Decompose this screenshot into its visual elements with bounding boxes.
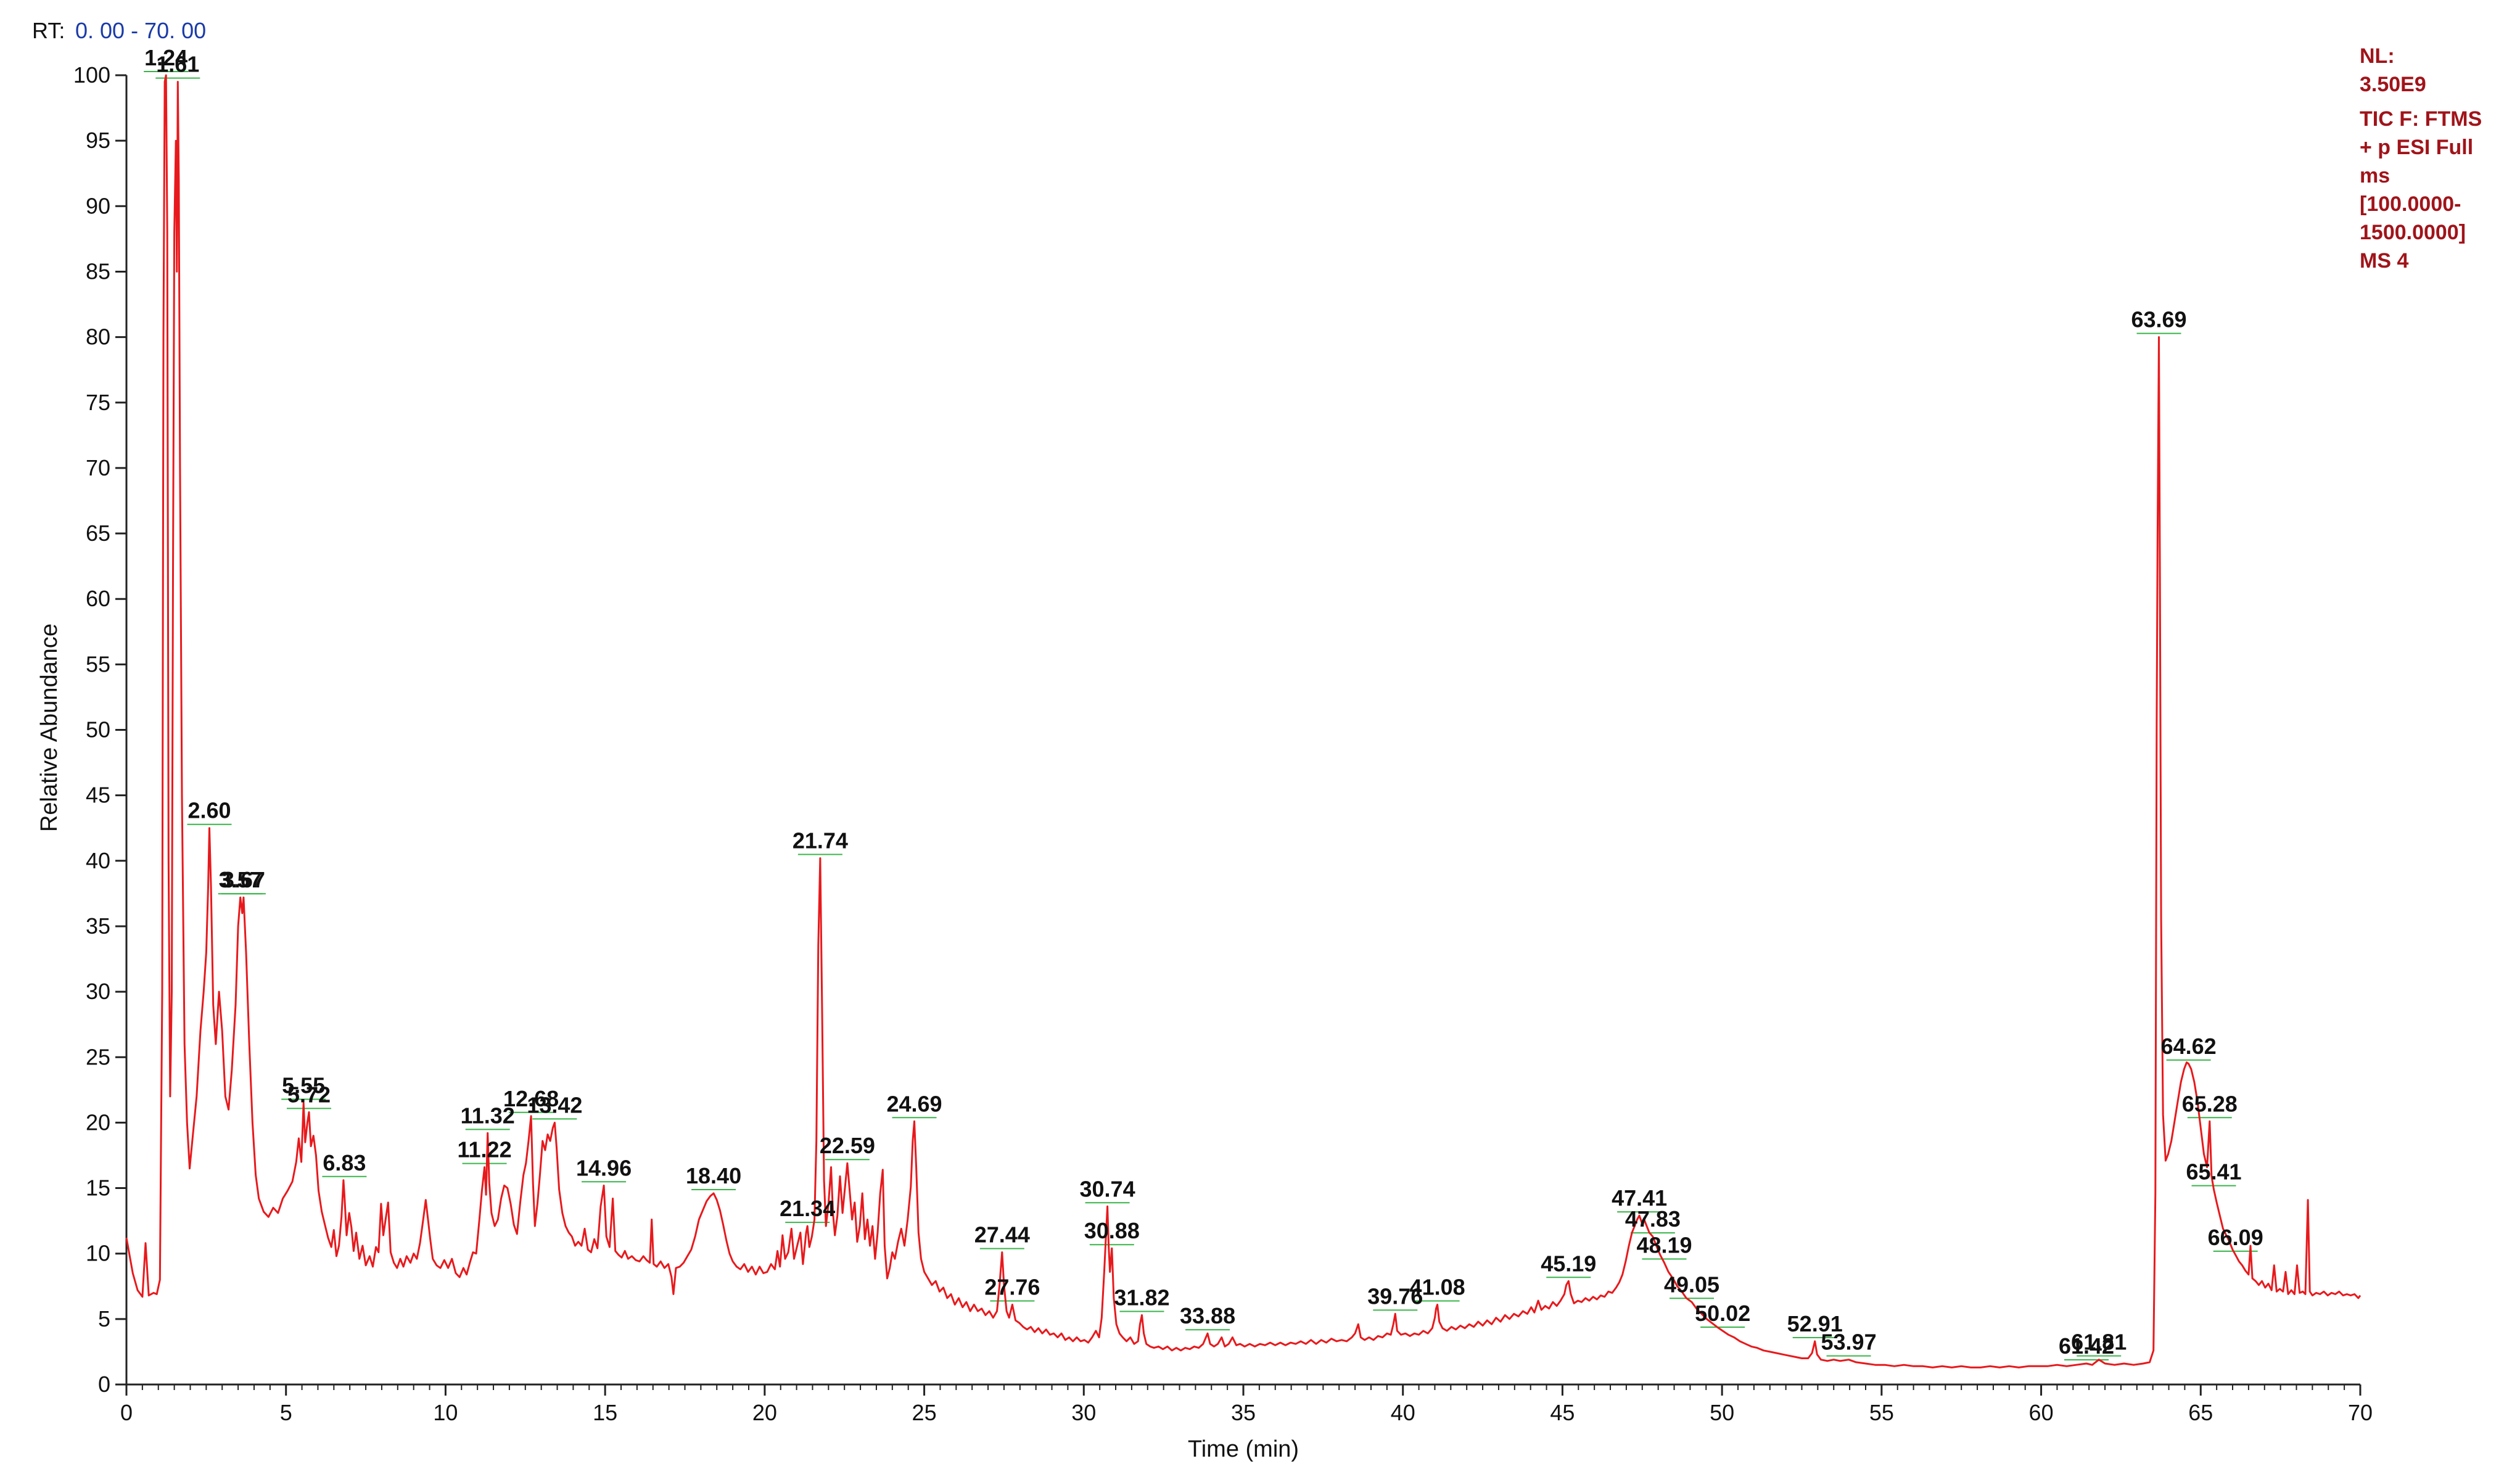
y-tick-label: 60 — [86, 586, 110, 611]
peak-label: 50.02 — [1695, 1301, 1750, 1326]
y-tick-label: 15 — [86, 1175, 110, 1201]
peak-label: 22.59 — [820, 1133, 875, 1158]
info-line: [100.0000- — [2360, 192, 2461, 216]
peak-label: 30.74 — [1080, 1176, 1135, 1201]
y-tick-label: 50 — [86, 717, 110, 743]
peak-label: 45.19 — [1541, 1251, 1596, 1276]
peak-label: 14.96 — [576, 1155, 632, 1180]
peak-label: 47.83 — [1625, 1206, 1681, 1232]
y-tick-label: 100 — [73, 62, 110, 88]
peak-label: 41.08 — [1410, 1274, 1465, 1299]
peak-label: 31.82 — [1114, 1285, 1169, 1310]
info-line: NL: — [2360, 44, 2395, 68]
peak-label: 11.22 — [458, 1137, 512, 1162]
y-tick-label: 25 — [86, 1044, 110, 1069]
info-line: 3.50E9 — [2360, 73, 2426, 96]
y-tick-label: 0 — [98, 1372, 110, 1397]
peak-labels: 1.241.61 2.60 3.573.67 5.555.72 6.83 11.32 11.… — [144, 45, 2263, 1359]
x-tick-label: 70 — [2348, 1400, 2373, 1425]
peak-label: 27.44 — [974, 1222, 1030, 1248]
rt-range-value: 0. 00 - 70. 00 — [75, 18, 206, 43]
y-tick-label: 70 — [86, 455, 110, 480]
peak-label: 12.68 — [503, 1086, 559, 1111]
y-tick-label: 80 — [86, 324, 110, 350]
info-line: TIC F: FTMS — [2360, 107, 2482, 131]
info-line: + p ESI Full — [2360, 136, 2473, 159]
peak-label: 21.34 — [780, 1196, 835, 1221]
peak-baseline-marks — [144, 71, 2258, 1361]
peak-label: 21.74 — [793, 828, 848, 854]
y-axis-title: Relative Abundance — [36, 623, 62, 832]
x-tick-label: 40 — [1391, 1400, 1415, 1425]
y-tick-label: 65 — [86, 520, 110, 546]
info-box: NL: 3.50E9 TIC F: FTMS + p ESI Full ms [… — [2360, 44, 2482, 273]
peak-label: 39.76 — [1367, 1283, 1423, 1309]
y-tick-label: 40 — [86, 848, 110, 873]
peak-label: 1.24 — [144, 45, 187, 70]
tic-trace-line — [125, 74, 2361, 1368]
x-axis-title: Time (min) — [1188, 1436, 1299, 1462]
x-tick-label: 50 — [1710, 1400, 1734, 1425]
y-tick-label: 55 — [86, 651, 110, 677]
info-line: ms — [2360, 164, 2390, 187]
peak-label: 30.88 — [1084, 1218, 1140, 1243]
peak-label: 52.91 — [1787, 1311, 1843, 1336]
y-tick-label: 20 — [86, 1109, 110, 1135]
y-tick-label: 85 — [86, 258, 110, 284]
peak-label: 27.76 — [984, 1274, 1040, 1299]
trace-layer — [125, 74, 2361, 1368]
y-tick-label: 45 — [86, 783, 110, 808]
peak-label: 61.42 — [2059, 1333, 2114, 1359]
rt-label: RT: — [32, 18, 65, 43]
peak-label: 5.72 — [287, 1082, 331, 1107]
x-tick-label: 10 — [433, 1400, 458, 1425]
peak-label: 3.57 — [219, 867, 262, 892]
x-tick-label: 20 — [752, 1400, 777, 1425]
info-line: MS 4 — [2360, 249, 2408, 273]
peak-label: 48.19 — [1636, 1233, 1692, 1258]
axes: 0 5 10 15 20 25 30 35 40 45 50 55 60 65 70 0 5 10 15 20 25 30… — [73, 62, 2373, 1425]
peak-label: 53.97 — [1821, 1330, 1877, 1355]
peak-label: 47.41 — [1612, 1185, 1667, 1211]
y-tick-label: 75 — [86, 390, 110, 415]
y-tick-label: 5 — [98, 1306, 110, 1331]
x-tick-label: 5 — [280, 1400, 292, 1425]
x-tick-label: 0 — [120, 1400, 133, 1425]
y-tick-label: 35 — [86, 913, 110, 939]
peak-label: 65.41 — [2186, 1159, 2241, 1185]
x-tick-label: 60 — [2029, 1400, 2054, 1425]
peak-label: 5.55 — [282, 1073, 325, 1098]
peak-label: 33.88 — [1180, 1303, 1235, 1328]
peak-label: 24.69 — [886, 1091, 942, 1116]
info-line: 1500.0000] — [2360, 221, 2466, 244]
x-tick-label: 25 — [912, 1400, 937, 1425]
peak-label: 13.42 — [527, 1092, 582, 1117]
peak-label: 66.09 — [2208, 1225, 2263, 1250]
peak-label: 18.40 — [686, 1163, 741, 1188]
x-tick-label: 65 — [2188, 1400, 2213, 1425]
peak-label: 2.60 — [187, 798, 231, 823]
rt-range-header: RT: 0. 00 - 70. 00 — [32, 18, 206, 43]
x-tick-label: 35 — [1231, 1400, 1256, 1425]
peak-label: 1.61 — [156, 52, 199, 77]
peak-label: 6.83 — [323, 1150, 366, 1175]
peak-label: 49.05 — [1664, 1272, 1719, 1297]
peak-label: 3.67 — [222, 867, 265, 892]
peak-label: 61.81 — [2071, 1330, 2127, 1355]
peak-label: 11.32 — [461, 1103, 515, 1128]
x-tick-label: 55 — [1869, 1400, 1894, 1425]
peak-label: 64.62 — [2161, 1034, 2217, 1059]
peak-label: 63.69 — [2131, 307, 2186, 332]
x-tick-label: 15 — [593, 1400, 617, 1425]
x-tick-label: 45 — [1550, 1400, 1575, 1425]
peak-label: 65.28 — [2182, 1091, 2238, 1116]
y-tick-label: 10 — [86, 1241, 110, 1266]
y-tick-label: 30 — [86, 979, 110, 1004]
y-tick-label: 95 — [86, 128, 110, 153]
y-tick-label: 90 — [86, 193, 110, 218]
x-tick-label: 30 — [1071, 1400, 1096, 1425]
